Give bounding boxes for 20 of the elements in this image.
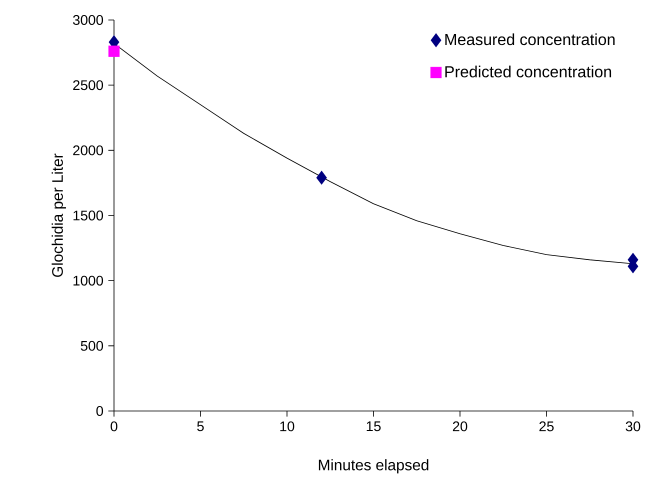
x-tick-label: 30 [626,421,640,432]
x-tick-label: 15 [366,421,381,432]
y-tick-label: 2000 [73,145,104,156]
x-tick-label: 5 [197,421,204,432]
x-axis-title: Minutes elapsed [318,459,428,474]
y-tick-label: 500 [80,340,104,351]
point [316,170,327,185]
y-tick-label: 1000 [74,276,104,286]
y-tick-label: 0 [96,406,104,416]
x-tick-label: 10 [280,421,294,432]
y-tick-label: 1500 [74,210,104,220]
y-tick-label: 2500 [73,80,104,90]
y-axis-title: Glochidia per Liter [52,154,66,277]
legend-label: Measured concentration [445,33,615,46]
legend-label: Predicted concentration [445,66,612,78]
x-tick-label: 25 [539,421,554,432]
x-tick-label: 0 [110,421,118,432]
y-tick-label: 3000 [72,15,104,25]
point [108,46,120,57]
x-tick-label: 20 [452,421,468,432]
